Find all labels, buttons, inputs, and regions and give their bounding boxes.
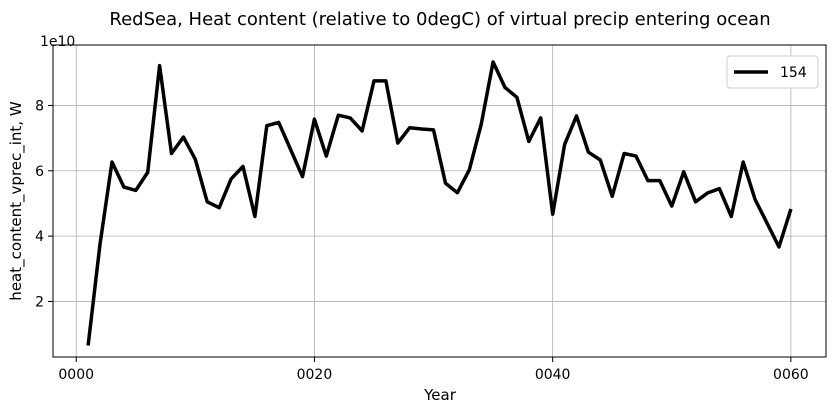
grid-lines: [53, 45, 826, 357]
legend: 154: [726, 55, 819, 89]
x-tick-label: 0020: [297, 367, 333, 383]
y-tick-label: 6: [35, 164, 44, 180]
plot-lines: [86, 60, 793, 346]
y-tick-label: 4: [35, 229, 44, 245]
legend-label: 154: [780, 65, 807, 81]
plot-frame: [52, 44, 827, 358]
x-axis: 0000 0020 0040 0060: [58, 357, 809, 383]
x-tick-label: 0060: [773, 367, 809, 383]
y-axis-label: heat_content_vprec_int, W: [7, 101, 26, 301]
series-line: [86, 60, 793, 346]
x-tick-label: 0040: [535, 367, 571, 383]
legend-box: [726, 55, 819, 89]
y-axis: 2 4 6 8: [35, 98, 53, 310]
y-tick-label: 8: [35, 98, 44, 114]
y-tick-label: 2: [35, 294, 44, 310]
x-axis-label: Year: [423, 386, 457, 404]
y-axis-multiplier: 1e10: [40, 34, 75, 50]
chart-title: RedSea, Heat content (relative to 0degC)…: [109, 9, 770, 30]
x-tick-label: 0000: [58, 367, 94, 383]
